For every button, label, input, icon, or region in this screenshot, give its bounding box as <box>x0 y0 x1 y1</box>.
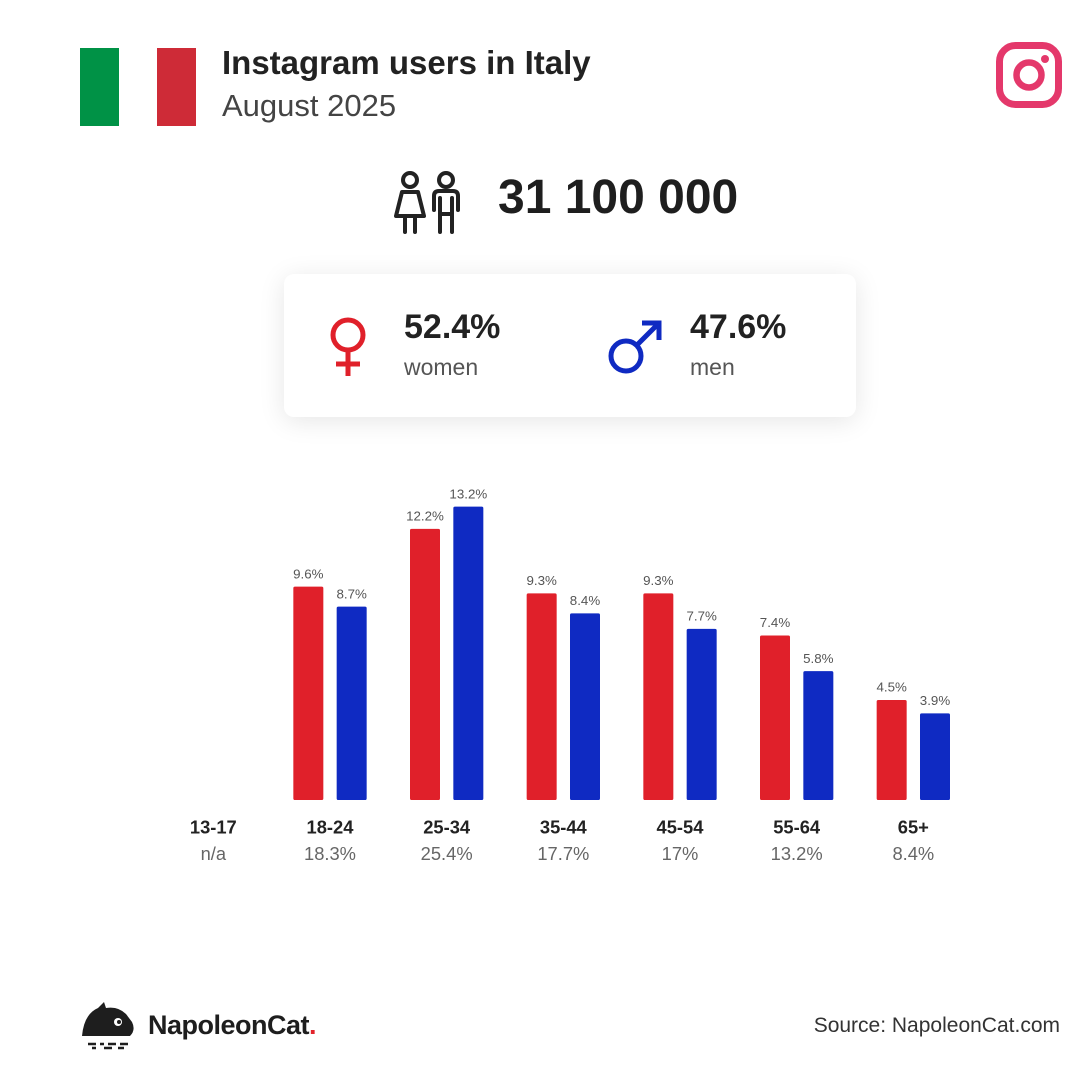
brand-dot: . <box>309 1010 317 1040</box>
men-label: men <box>690 354 735 380</box>
bar-women-65+ <box>876 700 907 800</box>
bar-men-55-64 <box>803 671 834 800</box>
category-label-55-64: 55-64 <box>773 816 821 837</box>
category-label-65+: 65+ <box>898 816 929 837</box>
female-symbol-icon <box>330 317 366 376</box>
value-label-women-18-24: 9.6% <box>293 566 324 581</box>
value-label-women-25-34: 12.2% <box>406 509 444 524</box>
flag-stripe-red <box>157 48 197 126</box>
category-share-35-44: 17.7% <box>537 843 589 864</box>
bar-women-25-34 <box>410 528 440 800</box>
value-label-women-65+: 4.5% <box>876 680 907 695</box>
category-label-45-54: 45-54 <box>657 816 705 837</box>
value-label-men-55-64: 5.8% <box>803 651 834 666</box>
value-label-men-35-44: 8.4% <box>570 593 601 608</box>
bar-men-25-34 <box>453 506 484 800</box>
bar-men-35-44 <box>570 613 600 800</box>
page-title: Instagram users in Italy <box>222 44 591 81</box>
total-users-value: 31 100 000 <box>498 171 739 224</box>
brand-name-text: NapoleonCat <box>148 1010 310 1040</box>
italy-flag <box>80 48 197 126</box>
category-label-35-44: 35-44 <box>540 816 588 837</box>
category-share-25-34: 25.4% <box>421 843 473 864</box>
category-label-13-17: 13-17 <box>190 816 237 837</box>
male-symbol-icon <box>608 320 662 374</box>
category-share-55-64: 13.2% <box>771 843 823 864</box>
bar-women-55-64 <box>760 635 790 800</box>
users-icon <box>394 171 460 234</box>
brand-name: NapoleonCat. <box>148 1010 317 1041</box>
page-subtitle: August 2025 <box>222 88 397 123</box>
category-share-45-54: 17% <box>662 843 699 864</box>
category-share-18-24: 18.3% <box>304 843 356 864</box>
bar-men-65+ <box>920 713 950 800</box>
women-label: women <box>404 354 479 380</box>
value-label-women-45-54: 9.3% <box>643 573 674 588</box>
source-credit: Source: NapoleonCat.com <box>813 1014 1060 1037</box>
category-share-65+: 8.4% <box>892 843 934 864</box>
value-label-women-55-64: 7.4% <box>760 615 791 630</box>
bar-women-45-54 <box>643 593 674 800</box>
value-label-men-18-24: 8.7% <box>336 586 367 601</box>
flag-stripe-green <box>80 48 119 126</box>
gender-split-card: 52.4% women 47.6% men <box>284 274 856 417</box>
bar-men-18-24 <box>336 606 367 800</box>
bar-women-35-44 <box>526 593 557 800</box>
category-label-25-34: 25-34 <box>423 816 471 837</box>
value-label-men-65+: 3.9% <box>920 693 951 708</box>
bar-men-45-54 <box>686 628 717 800</box>
men-percentage: 47.6% <box>690 308 787 346</box>
napoleoncat-logo-icon <box>82 1002 134 1050</box>
women-percentage: 52.4% <box>404 308 501 346</box>
bar-women-18-24 <box>293 586 324 800</box>
value-label-men-25-34: 13.2% <box>449 486 487 501</box>
value-label-men-45-54: 7.7% <box>686 609 717 624</box>
category-share-13-17: n/a <box>201 843 227 864</box>
category-label-18-24: 18-24 <box>307 816 355 837</box>
age-gender-bar-chart: 13-17 n/a 9.6% 8.7% 18-24 18.3% 12.2% 13.2% 25-3… <box>190 486 951 864</box>
value-label-women-35-44: 9.3% <box>526 573 557 588</box>
instagram-icon <box>996 42 1062 108</box>
flag-stripe-white <box>118 48 158 126</box>
